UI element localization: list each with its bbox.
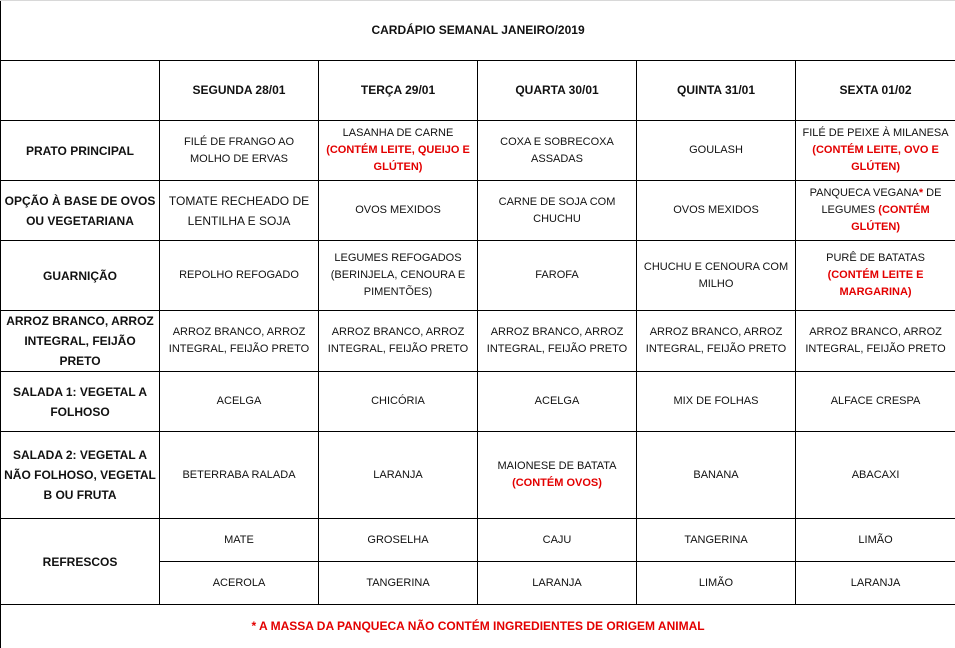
- allergen-note: (CONTÉM LEITE, QUEIJO E GLÚTEN): [326, 144, 470, 173]
- dish-text: CHUCHU E CENOURA COM MILHO: [644, 261, 788, 290]
- menu-row: GUARNIÇÃO REPOLHO REFOGADO LEGUMES REFOGAD…: [1, 241, 955, 311]
- menu-cell: ARROZ BRANCO, ARROZ INTEGRAL, FEIJÃO PRE…: [637, 311, 796, 372]
- menu-cell: REPOLHO REFOGADO: [160, 241, 319, 311]
- drink-cell: LIMÃO: [637, 562, 796, 605]
- drink-cell: MATE: [160, 519, 319, 562]
- dish-text: GOULASH: [689, 144, 743, 156]
- day-header: QUINTA 31/01: [637, 61, 796, 121]
- dish-text: ARROZ BRANCO, ARROZ INTEGRAL, FEIJÃO PRE…: [805, 326, 945, 355]
- menu-cell: MIX DE FOLHAS: [637, 372, 796, 432]
- dish-text: CHICÓRIA: [371, 395, 425, 407]
- dish-text: BETERRABA RALADA: [182, 469, 295, 481]
- header-row: SEGUNDA 28/01 TERÇA 29/01 QUARTA 30/01 Q…: [1, 61, 955, 121]
- dish-text: ARROZ BRANCO, ARROZ INTEGRAL, FEIJÃO PRE…: [646, 326, 786, 355]
- menu-cell: ARROZ BRANCO, ARROZ INTEGRAL, FEIJÃO PRE…: [319, 311, 478, 372]
- menu-cell: LARANJA: [319, 432, 478, 519]
- dish-text: TOMATE RECHEADO DE LENTILHA E SOJA: [169, 194, 309, 228]
- menu-cell: ACELGA: [478, 372, 637, 432]
- dish-text: CARNE DE SOJA COM CHUCHU: [499, 196, 616, 225]
- allergen-note: (CONTÉM LEITE, OVO E GLÚTEN): [812, 144, 939, 173]
- row-label: OPÇÃO À BASE DE OVOS OU VEGETARIANA: [1, 181, 160, 241]
- menu-row: ARROZ BRANCO, ARROZ INTEGRAL, FEIJÃO PRE…: [1, 311, 955, 372]
- menu-cell: GOULASH: [637, 121, 796, 181]
- dish-text: ACELGA: [217, 395, 262, 407]
- drink-cell: ACEROLA: [160, 562, 319, 605]
- menu-cell: ABACAXI: [796, 432, 955, 519]
- dish-text: OVOS MEXIDOS: [355, 204, 441, 216]
- allergen-note: (CONTÉM LEITE E MARGARINA): [828, 269, 924, 298]
- menu-cell: CHICÓRIA: [319, 372, 478, 432]
- menu-title: CARDÁPIO SEMANAL JANEIRO/2019: [1, 1, 955, 61]
- drink-cell: CAJU: [478, 519, 637, 562]
- menu-cell: OVOS MEXIDOS: [319, 181, 478, 241]
- dish-text: PURÊ DE BATATAS: [826, 252, 925, 264]
- menu-cell: FILÉ DE PEIXE À MILANESA (CONTÉM LEITE, …: [796, 121, 955, 181]
- menu-cell: MAIONESE DE BATATA (CONTÉM OVOS): [478, 432, 637, 519]
- dish-text: ARROZ BRANCO, ARROZ INTEGRAL, FEIJÃO PRE…: [169, 326, 309, 355]
- dish-text: LEGUMES REFOGADOS (BERINJELA, CENOURA E …: [331, 252, 465, 298]
- drink-cell: GROSELHA: [319, 519, 478, 562]
- menu-cell: CARNE DE SOJA COM CHUCHU: [478, 181, 637, 241]
- menu-cell: PURÊ DE BATATAS (CONTÉM LEITE E MARGARIN…: [796, 241, 955, 311]
- day-header: QUARTA 30/01: [478, 61, 637, 121]
- row-label: ARROZ BRANCO, ARROZ INTEGRAL, FEIJÃO PRE…: [1, 311, 160, 372]
- menu-cell: CHUCHU E CENOURA COM MILHO: [637, 241, 796, 311]
- menu-cell: FILÉ DE FRANGO AO MOLHO DE ERVAS: [160, 121, 319, 181]
- menu-row: SALADA 2: VEGETAL A NÃO FOLHOSO, VEGETAL…: [1, 432, 955, 519]
- menu-cell: BANANA: [637, 432, 796, 519]
- menu-cell: LASANHA DE CARNE (CONTÉM LEITE, QUEIJO E…: [319, 121, 478, 181]
- drink-cell: LARANJA: [796, 562, 955, 605]
- row-label: REFRESCOS: [1, 519, 160, 605]
- menu-row: OPÇÃO À BASE DE OVOS OU VEGETARIANA TOMAT…: [1, 181, 955, 241]
- menu-cell: ARROZ BRANCO, ARROZ INTEGRAL, FEIJÃO PRE…: [796, 311, 955, 372]
- menu-cell: ALFACE CRESPA: [796, 372, 955, 432]
- corner-cell: [1, 61, 160, 121]
- drink-cell: LARANJA: [478, 562, 637, 605]
- menu-row: PRATO PRINCIPAL FILÉ DE FRANGO AO MOLHO D…: [1, 121, 955, 181]
- dish-text: ARROZ BRANCO, ARROZ INTEGRAL, FEIJÃO PRE…: [487, 326, 627, 355]
- row-label: SALADA 1: VEGETAL A FOLHOSO: [1, 372, 160, 432]
- day-header: TERÇA 29/01: [319, 61, 478, 121]
- menu-cell: COXA E SOBRECOXA ASSADAS: [478, 121, 637, 181]
- menu-cell: ACELGA: [160, 372, 319, 432]
- dish-text: MIX DE FOLHAS: [674, 395, 759, 407]
- menu-cell: ARROZ BRANCO, ARROZ INTEGRAL, FEIJÃO PRE…: [160, 311, 319, 372]
- dish-text: LARANJA: [373, 469, 423, 481]
- dish-text: FILÉ DE FRANGO AO MOLHO DE ERVAS: [184, 136, 294, 165]
- dish-text: ALFACE CRESPA: [831, 395, 921, 407]
- menu-cell: OVOS MEXIDOS: [637, 181, 796, 241]
- menu-cell: ARROZ BRANCO, ARROZ INTEGRAL, FEIJÃO PRE…: [478, 311, 637, 372]
- row-label: PRATO PRINCIPAL: [1, 121, 160, 181]
- dish-text: ARROZ BRANCO, ARROZ INTEGRAL, FEIJÃO PRE…: [328, 326, 468, 355]
- dish-text: PANQUECA VEGANA: [810, 187, 919, 199]
- menu-cell: PANQUECA VEGANA* DE LEGUMES (CONTÉM GLÚT…: [796, 181, 955, 241]
- day-header: SEXTA 01/02: [796, 61, 955, 121]
- dish-text: ACELGA: [535, 395, 580, 407]
- footnote: * A MASSA DA PANQUECA NÃO CONTÉM INGREDI…: [1, 605, 955, 648]
- row-label: SALADA 2: VEGETAL A NÃO FOLHOSO, VEGETAL…: [1, 432, 160, 519]
- drink-cell: LIMÃO: [796, 519, 955, 562]
- dish-text: FAROFA: [535, 269, 578, 281]
- drink-cell: TANGERINA: [637, 519, 796, 562]
- dish-text: OVOS MEXIDOS: [673, 204, 759, 216]
- menu-row: SALADA 1: VEGETAL A FOLHOSO ACELGA CHICÓRI…: [1, 372, 955, 432]
- row-label: GUARNIÇÃO: [1, 241, 160, 311]
- day-header: SEGUNDA 28/01: [160, 61, 319, 121]
- dish-text: LASANHA DE CARNE: [343, 127, 454, 139]
- drink-cell: TANGERINA: [319, 562, 478, 605]
- dish-text: BANANA: [693, 469, 738, 481]
- menu-cell: FAROFA: [478, 241, 637, 311]
- dish-text: COXA E SOBRECOXA ASSADAS: [500, 136, 614, 165]
- menu-cell: TOMATE RECHEADO DE LENTILHA E SOJA: [160, 181, 319, 241]
- dish-text: MAIONESE DE BATATA: [498, 460, 617, 472]
- dish-text: REPOLHO REFOGADO: [179, 269, 299, 281]
- menu-cell: BETERRABA RALADA: [160, 432, 319, 519]
- dish-text: ABACAXI: [852, 469, 900, 481]
- dish-text: FILÉ DE PEIXE À MILANESA: [802, 127, 948, 139]
- allergen-note: (CONTÉM OVOS): [512, 477, 602, 489]
- menu-cell: LEGUMES REFOGADOS (BERINJELA, CENOURA E …: [319, 241, 478, 311]
